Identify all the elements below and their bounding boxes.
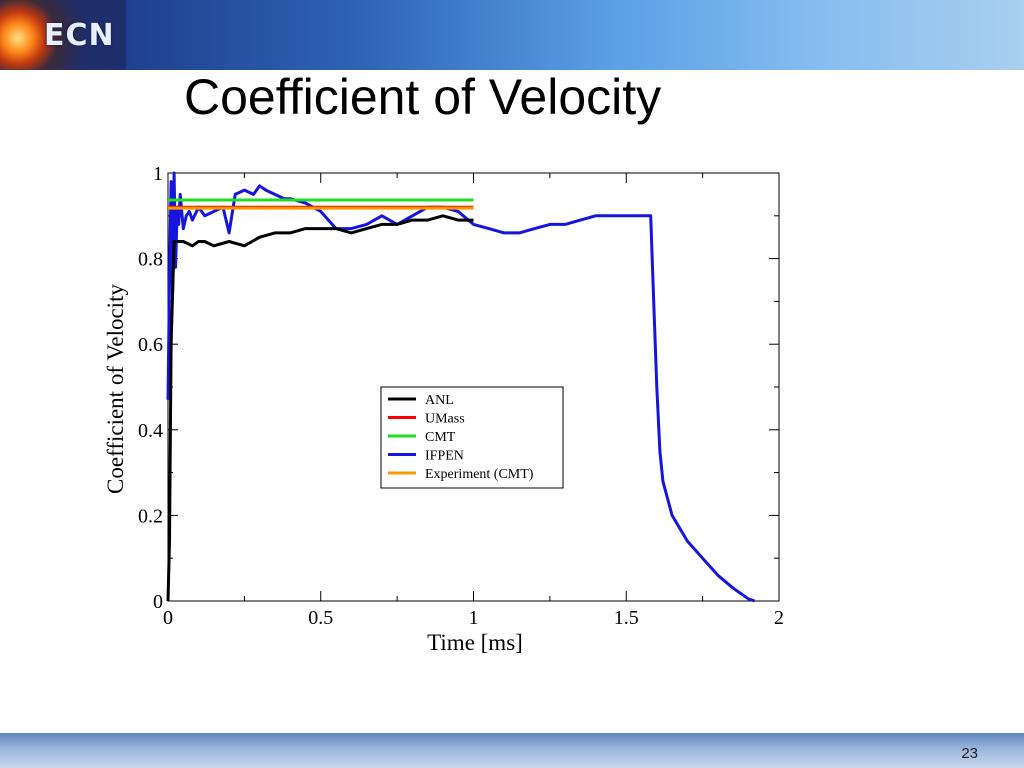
y-tick-label: 0.8: [138, 249, 163, 271]
series-line-ifpen: [166, 171, 756, 603]
legend-label: ANL: [425, 393, 454, 408]
series-layer: [166, 171, 756, 603]
legend-label: CMT: [425, 430, 456, 445]
y-tick-label: 0.4: [138, 420, 163, 442]
logo-text: ECN: [44, 18, 115, 53]
y-tick-label: 0: [153, 591, 163, 613]
legend-label: Experiment (CMT): [425, 467, 534, 482]
x-tick-label: 0: [163, 607, 173, 629]
chart-legend: ANL UMass CMT IFPEN Experiment (CMT): [380, 386, 564, 489]
axis-ticks: 0 0.5 1 1.5 2 0 0.2 0.4 0.6 0.8 1: [138, 163, 784, 629]
y-tick-label: 1: [153, 163, 163, 185]
x-tick-label: 1.5: [614, 607, 639, 629]
page-number: 23: [961, 745, 978, 762]
footer-bar: [0, 733, 1024, 768]
y-tick-label: 0.2: [138, 505, 163, 527]
x-tick-label: 2: [774, 607, 784, 629]
legend-label: IFPEN: [425, 449, 464, 464]
x-axis-label: Time [ms]: [427, 630, 523, 655]
x-tick-label: 1: [469, 607, 479, 629]
y-axis-label: Coefficient of Velocity: [103, 284, 128, 494]
top-banner: [0, 0, 1024, 70]
series-line-anl: [166, 214, 474, 602]
x-tick-label: 0.5: [308, 607, 333, 629]
y-tick-label: 0.6: [138, 334, 163, 356]
ecn-logo: ECN: [0, 0, 126, 70]
legend-label: UMass: [425, 412, 465, 427]
slide-title: Coefficient of Velocity: [184, 69, 662, 125]
